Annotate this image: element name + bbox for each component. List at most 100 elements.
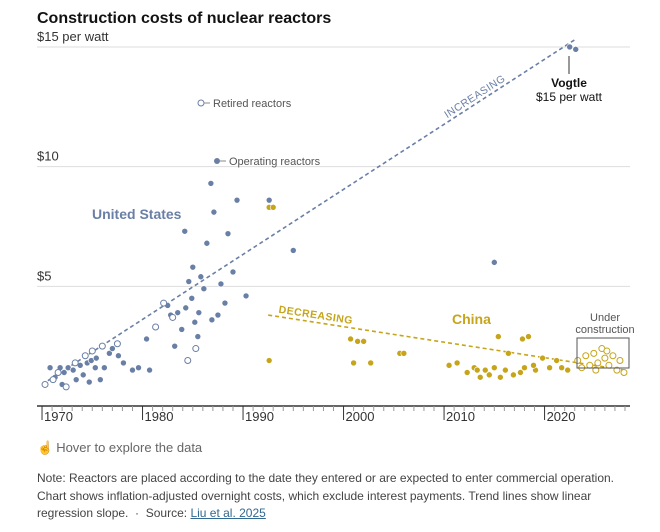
data-point[interactable] <box>265 196 273 204</box>
data-point[interactable] <box>233 196 241 204</box>
data-point[interactable] <box>191 318 199 326</box>
data-point[interactable] <box>49 376 57 384</box>
data-point[interactable] <box>566 43 573 51</box>
data-point[interactable] <box>539 354 546 362</box>
data-point[interactable] <box>79 371 87 379</box>
data-point[interactable] <box>590 349 598 357</box>
data-point[interactable] <box>115 352 122 360</box>
data-point[interactable] <box>54 368 62 376</box>
data-point[interactable] <box>93 354 100 362</box>
data-point[interactable] <box>360 338 367 345</box>
data-point[interactable] <box>502 366 509 374</box>
data-point[interactable] <box>106 350 113 357</box>
data-point[interactable] <box>91 364 99 372</box>
data-point[interactable] <box>189 263 197 271</box>
data-point[interactable] <box>592 366 600 374</box>
data-point[interactable] <box>481 366 489 374</box>
data-point[interactable] <box>207 180 215 187</box>
data-points[interactable] <box>41 43 628 391</box>
data-point[interactable] <box>473 366 481 374</box>
data-point[interactable] <box>463 369 471 376</box>
data-point[interactable] <box>613 366 621 374</box>
data-point[interactable] <box>221 299 229 307</box>
data-point[interactable] <box>178 326 186 333</box>
data-point[interactable] <box>88 347 96 355</box>
data-point[interactable] <box>120 359 127 367</box>
data-point[interactable] <box>497 373 504 381</box>
data-point[interactable] <box>242 292 250 300</box>
data-point[interactable] <box>194 333 202 340</box>
data-point[interactable] <box>485 371 493 379</box>
data-point[interactable] <box>81 352 89 360</box>
data-point[interactable] <box>519 335 526 343</box>
data-point[interactable] <box>265 357 273 364</box>
data-point[interactable] <box>181 227 189 235</box>
data-point[interactable] <box>400 350 408 357</box>
data-point[interactable] <box>192 345 200 353</box>
data-point[interactable] <box>195 309 203 316</box>
source-link[interactable]: Liu et al. 2025 <box>190 506 266 520</box>
data-point[interactable] <box>620 368 628 376</box>
data-point[interactable] <box>135 364 142 372</box>
data-point[interactable] <box>174 309 182 316</box>
data-point[interactable] <box>347 335 354 343</box>
data-point[interactable] <box>97 376 104 383</box>
data-point[interactable] <box>62 383 70 391</box>
data-point[interactable] <box>616 357 624 365</box>
data-point[interactable] <box>510 371 517 379</box>
data-point[interactable] <box>197 273 205 281</box>
data-point[interactable] <box>574 357 582 365</box>
data-point[interactable] <box>350 359 357 367</box>
data-point[interactable] <box>609 352 617 360</box>
data-point[interactable] <box>564 366 571 374</box>
data-point[interactable] <box>558 364 565 372</box>
data-point[interactable] <box>129 366 136 374</box>
data-point[interactable] <box>182 304 190 312</box>
data-point[interactable] <box>109 345 116 352</box>
data-point[interactable] <box>367 359 374 367</box>
data-point[interactable] <box>224 230 232 237</box>
data-point[interactable] <box>60 369 68 376</box>
data-point[interactable] <box>69 366 77 374</box>
data-point[interactable] <box>146 366 153 374</box>
data-point[interactable] <box>269 204 277 211</box>
data-point[interactable] <box>445 362 453 369</box>
data-point[interactable] <box>354 338 361 345</box>
data-point[interactable] <box>143 335 150 343</box>
data-point[interactable] <box>525 333 532 340</box>
data-point[interactable] <box>184 357 192 365</box>
data-point[interactable] <box>71 359 79 367</box>
data-point[interactable] <box>217 280 225 288</box>
data-point[interactable] <box>289 247 297 254</box>
data-point[interactable] <box>214 311 222 319</box>
data-point[interactable] <box>210 208 218 216</box>
data-point[interactable] <box>605 361 613 369</box>
data-point[interactable] <box>521 364 528 372</box>
data-point[interactable] <box>72 376 80 383</box>
data-point[interactable] <box>101 364 108 372</box>
data-point[interactable] <box>517 369 524 376</box>
data-point[interactable] <box>160 299 168 307</box>
data-point[interactable] <box>46 364 54 372</box>
data-point[interactable] <box>229 268 237 276</box>
data-point[interactable] <box>208 316 216 324</box>
data-point[interactable] <box>476 373 484 381</box>
data-point[interactable] <box>188 294 196 302</box>
data-point[interactable] <box>594 359 602 367</box>
data-point[interactable] <box>553 357 560 364</box>
data-point[interactable] <box>603 347 611 355</box>
data-point[interactable] <box>98 342 106 350</box>
data-point[interactable] <box>41 380 49 388</box>
data-point[interactable] <box>491 364 498 372</box>
data-point[interactable] <box>495 333 502 340</box>
data-point[interactable] <box>530 362 537 369</box>
data-point[interactable] <box>85 378 93 386</box>
data-point[interactable] <box>505 350 512 357</box>
data-point[interactable] <box>453 359 461 367</box>
data-point[interactable] <box>152 323 160 331</box>
data-point[interactable] <box>546 364 553 372</box>
data-point[interactable] <box>601 354 609 362</box>
data-point[interactable] <box>169 313 177 321</box>
data-point[interactable] <box>113 340 121 348</box>
data-point[interactable] <box>572 46 580 53</box>
